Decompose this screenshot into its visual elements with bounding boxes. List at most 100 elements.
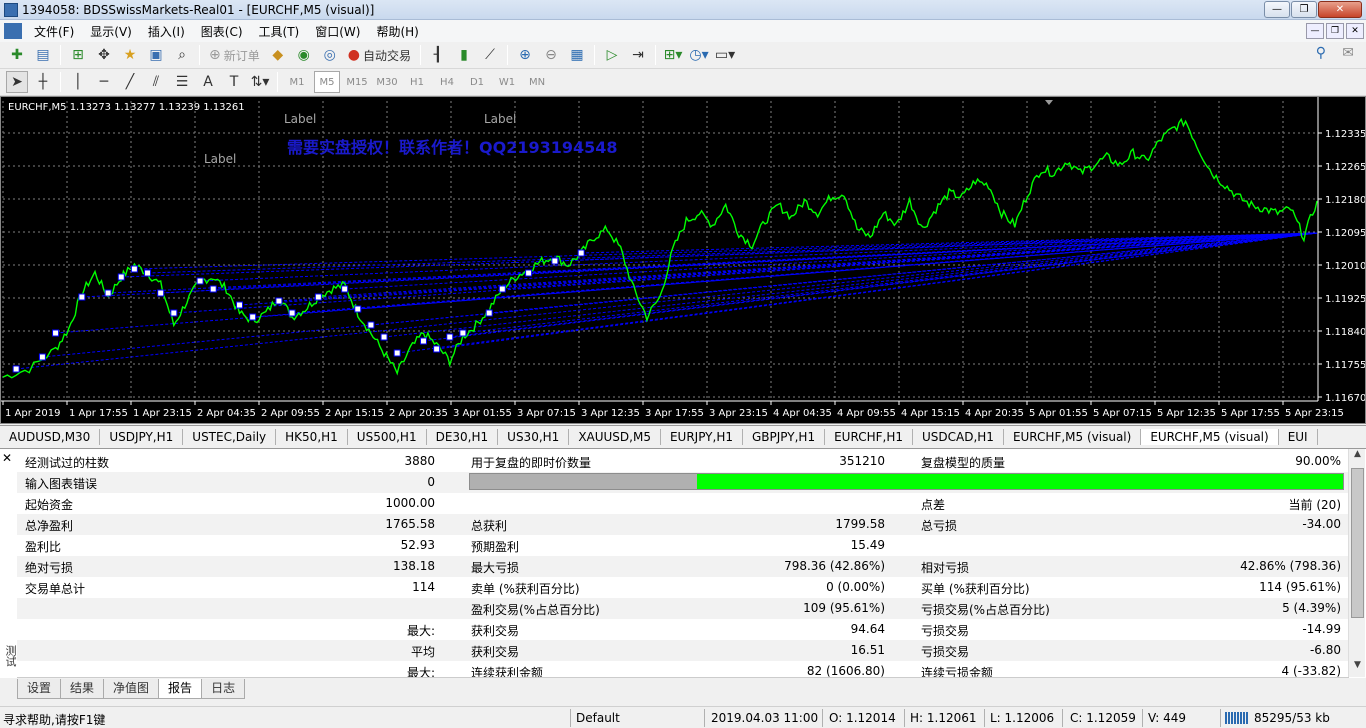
standard-toolbar: ✚ ▤ ⊞ ✥ ★ ▣ ⌕ ⊕ 新订单 ◆ ◉ ◎ ● 自动交易 ┨ ▮ ⟋ ⊕ ⊖… <box>0 42 1366 69</box>
menu-charts[interactable]: 图表(C) <box>200 24 243 39</box>
chart-tab[interactable]: US30,H1 <box>498 428 570 445</box>
timeframe-mn[interactable]: MN <box>528 76 546 88</box>
line-chart-button[interactable]: ⟋ <box>479 44 501 66</box>
mdi-close-button[interactable]: ✕ <box>1346 23 1364 39</box>
strategy-tester-button[interactable]: ⌕ <box>171 44 193 66</box>
tester-tab[interactable]: 日志 <box>201 679 246 699</box>
trade-entry-marker <box>170 309 178 317</box>
new-order-button[interactable]: ⊕ 新订单 <box>209 47 260 63</box>
chart-tab[interactable]: EUI <box>1279 428 1318 445</box>
tester-tab[interactable]: 设置 <box>17 679 62 699</box>
signals-button[interactable]: ◉ <box>293 44 315 66</box>
chart-tab[interactable]: AUDUSD,M30 <box>0 428 101 445</box>
market-watch-button[interactable]: ⊞ <box>67 44 89 66</box>
status-open: O: 1.12014 <box>829 711 896 725</box>
close-panel-button[interactable]: ✕ <box>2 451 13 465</box>
report-value: 3880 <box>404 454 435 468</box>
equidistant-channel-button[interactable]: ⫽ <box>145 71 167 93</box>
market-button[interactable]: ◎ <box>319 44 341 66</box>
periods-button[interactable]: ◷▾ <box>688 44 710 66</box>
maximize-button[interactable]: ❐ <box>1291 1 1317 18</box>
chart-tab[interactable]: USDJPY,H1 <box>100 428 184 445</box>
close-button[interactable]: ✕ <box>1318 1 1362 18</box>
new-chart-button[interactable]: ✚ <box>6 44 28 66</box>
chart-tab[interactable]: EURJPY,H1 <box>661 428 743 445</box>
time-tick-label: 3 Apr 17:55 <box>645 408 704 419</box>
timeframe-m15[interactable]: M15 <box>346 76 368 88</box>
chart-tab[interactable]: DE30,H1 <box>427 428 499 445</box>
mdi-minimize-button[interactable]: — <box>1306 23 1324 39</box>
report-scrollbar[interactable]: ▲ ▼ <box>1348 449 1365 677</box>
status-help: 寻求帮助,请按F1键 <box>3 713 106 727</box>
trade-line <box>502 232 1318 290</box>
mdi-restore-button[interactable]: ❐ <box>1326 23 1344 39</box>
tile-windows-button[interactable]: ▦ <box>566 44 588 66</box>
templates-button[interactable]: ▭▾ <box>714 44 736 66</box>
scroll-thumb[interactable] <box>1351 468 1364 618</box>
bar-chart-button[interactable]: ┨ <box>427 44 449 66</box>
text-label-button[interactable]: T <box>223 71 245 93</box>
timeframe-d1[interactable]: D1 <box>469 76 485 88</box>
chart-shift-button[interactable]: ⇥ <box>627 44 649 66</box>
menu-tools[interactable]: 工具(T) <box>258 24 300 39</box>
timeframe-m1[interactable]: M1 <box>289 76 305 88</box>
terminal-button[interactable]: ▣ <box>145 44 167 66</box>
chat-icon[interactable]: ✉ <box>1342 45 1354 61</box>
minimize-button[interactable]: — <box>1264 1 1290 18</box>
text-button[interactable]: A <box>197 71 219 93</box>
status-high: H: 1.12061 <box>910 711 977 725</box>
data-window-button[interactable]: ✥ <box>93 44 115 66</box>
trendline-button[interactable]: ╱ <box>119 71 141 93</box>
menu-view[interactable]: 显示(V) <box>90 24 132 39</box>
horizontal-line-button[interactable]: ─ <box>93 71 115 93</box>
chart-tab[interactable]: XAUUSD,M5 <box>569 428 661 445</box>
tester-tab[interactable]: 净值图 <box>103 679 160 699</box>
chart-tab[interactable]: EURCHF,M5 (visual) <box>1004 428 1142 445</box>
vertical-line-button[interactable]: │ <box>67 71 89 93</box>
document-icon[interactable] <box>4 23 22 39</box>
zoom-in-button[interactable]: ⊕ <box>514 44 536 66</box>
report-label: 总净盈利 <box>25 519 74 533</box>
chart-tab[interactable]: USTEC,Daily <box>183 428 277 445</box>
trade-entry-marker <box>314 293 322 301</box>
tester-tab[interactable]: 报告 <box>158 679 203 699</box>
price-chart[interactable]: 1.12335 1.12265 1.12180 1.12095 1.12010 1.119… <box>1 97 1366 423</box>
metaeditor-button[interactable]: ◆ <box>267 44 289 66</box>
cursor-button[interactable]: ➤ <box>6 71 28 93</box>
menu-window[interactable]: 窗口(W) <box>315 24 361 39</box>
arrows-button[interactable]: ⇅▾ <box>249 71 271 93</box>
navigator-button[interactable]: ★ <box>119 44 141 66</box>
menu-help[interactable]: 帮助(H) <box>376 24 419 39</box>
search-icon[interactable]: ⚲ <box>1315 45 1326 61</box>
scroll-down-arrow[interactable]: ▼ <box>1354 660 1361 670</box>
status-low: L: 1.12006 <box>990 711 1055 725</box>
profiles-button[interactable]: ▤ <box>32 44 54 66</box>
chart-tab[interactable]: EURCHF,M5 (visual) <box>1141 428 1279 445</box>
chart-tab[interactable]: GBPJPY,H1 <box>743 428 826 445</box>
auto-scroll-button[interactable]: ▷ <box>601 44 623 66</box>
indicators-button[interactable]: ⊞▾ <box>662 44 684 66</box>
timeframe-m5[interactable]: M5 <box>314 71 340 93</box>
timeframe-h1[interactable]: H1 <box>410 76 424 88</box>
price-tick-label: 1.12335 <box>1325 129 1365 140</box>
chart-tab[interactable]: USDCAD,H1 <box>913 428 1004 445</box>
timeframe-m30[interactable]: M30 <box>376 76 398 88</box>
trade-line <box>397 232 1318 354</box>
timeframe-h4[interactable]: H4 <box>440 76 454 88</box>
candlestick-button[interactable]: ▮ <box>453 44 475 66</box>
fibonacci-button[interactable]: ☰ <box>171 71 193 93</box>
auto-trading-button[interactable]: ● 自动交易 <box>347 47 411 63</box>
timeframe-w1[interactable]: W1 <box>498 76 516 88</box>
crosshair-button[interactable]: ┼ <box>32 71 54 93</box>
zoom-out-button[interactable]: ⊖ <box>540 44 562 66</box>
trade-entry-marker <box>577 249 585 257</box>
tester-tab[interactable]: 结果 <box>60 679 105 699</box>
chart-tab[interactable]: HK50,H1 <box>276 428 348 445</box>
chart-tab[interactable]: EURCHF,H1 <box>825 428 913 445</box>
scroll-up-arrow[interactable]: ▲ <box>1354 449 1361 459</box>
connection-status-icon <box>1225 712 1249 724</box>
menu-insert[interactable]: 插入(I) <box>147 24 185 39</box>
chart-tab[interactable]: US500,H1 <box>348 428 427 445</box>
menu-file[interactable]: 文件(F) <box>34 24 75 39</box>
chart-window[interactable]: 1.12335 1.12265 1.12180 1.12095 1.12010 1.119… <box>0 96 1366 424</box>
